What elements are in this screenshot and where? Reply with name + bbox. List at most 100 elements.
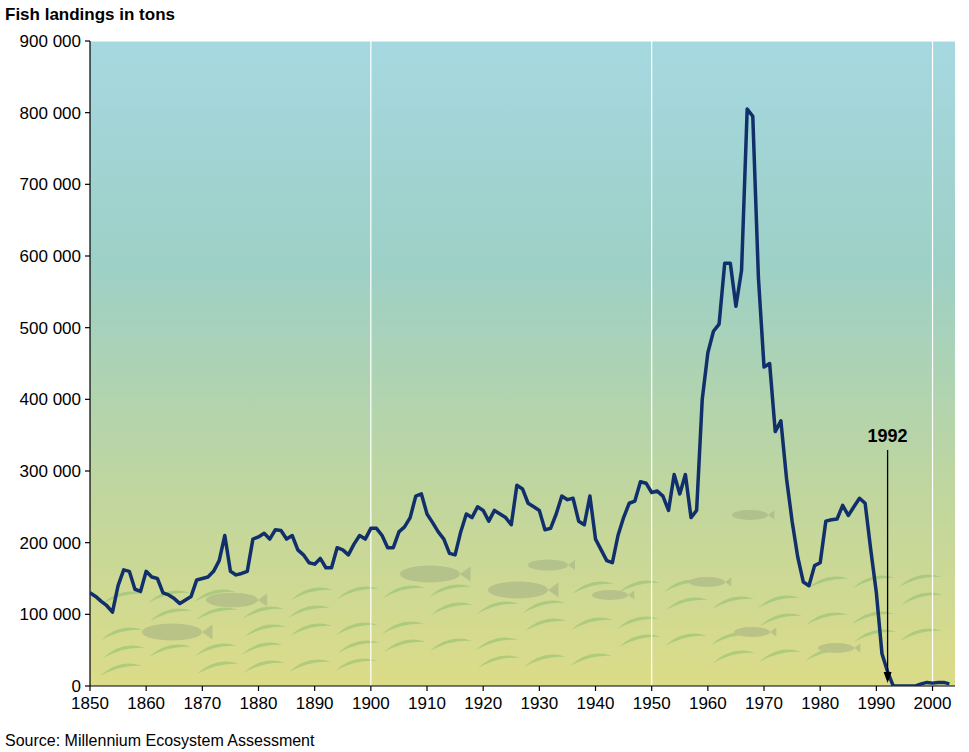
fish — [488, 582, 548, 599]
fish — [142, 624, 202, 641]
seaweed — [713, 651, 755, 663]
seaweed — [525, 619, 567, 631]
decoration — [100, 510, 943, 676]
seaweed — [807, 577, 849, 589]
seaweed — [242, 607, 284, 619]
seaweed — [197, 662, 239, 674]
seaweed — [618, 581, 660, 593]
y-tick — [85, 542, 90, 543]
fish-tail — [770, 628, 776, 637]
seaweed — [290, 624, 332, 636]
seaweed — [430, 639, 472, 651]
x-tick — [932, 686, 933, 691]
seaweed — [196, 608, 238, 620]
y-tick-label: 400 000 — [20, 390, 81, 409]
y-tick-label: 200 000 — [20, 534, 81, 553]
plot-area — [90, 109, 949, 686]
y-tick — [85, 112, 90, 113]
y-tick — [85, 685, 90, 686]
x-tick — [707, 686, 708, 691]
x-tick-label: 1980 — [801, 694, 839, 713]
y-tick-label: 100 000 — [20, 605, 81, 624]
annotation-text: 1992 — [868, 426, 908, 446]
seaweed — [523, 601, 565, 613]
seaweed — [289, 660, 331, 672]
x-tick-label: 1910 — [408, 694, 446, 713]
x-tick-label: 1860 — [127, 694, 165, 713]
x-tick — [763, 686, 764, 691]
seaweed — [901, 593, 943, 605]
x-tick-label: 2000 — [914, 694, 952, 713]
seaweed — [524, 655, 566, 667]
seaweed — [759, 650, 801, 662]
seaweed — [429, 585, 471, 597]
x-tick-label: 1920 — [464, 694, 502, 713]
data-line — [90, 109, 949, 686]
x-tick — [202, 686, 203, 691]
seaweed — [243, 661, 285, 673]
y-tick — [85, 40, 90, 41]
fish-tail — [202, 625, 213, 640]
seaweed — [241, 643, 283, 655]
fish — [528, 559, 568, 570]
fish-tail — [854, 644, 860, 653]
y-tick — [85, 470, 90, 471]
fish-tail — [548, 583, 559, 598]
seaweed — [478, 656, 520, 668]
y-tick — [85, 184, 90, 185]
fish — [818, 643, 854, 653]
chart: 0100 000200 000300 000400 000500 000600 … — [0, 0, 969, 752]
grid-line — [932, 41, 933, 686]
title: Fish landings in tons — [5, 5, 175, 24]
seaweed — [383, 586, 425, 598]
y-tick — [85, 399, 90, 400]
seaweed — [338, 641, 380, 653]
seaweed — [149, 645, 191, 657]
fish — [592, 590, 628, 600]
seaweed — [102, 592, 144, 604]
seaweed — [666, 598, 708, 610]
plot-background — [90, 41, 955, 686]
fish — [206, 593, 258, 608]
x-tick — [258, 686, 259, 691]
y-axis — [89, 41, 90, 686]
y-tick-label: 700 000 — [20, 175, 81, 194]
x-tick-label: 1850 — [71, 694, 109, 713]
x-tick-label: 1970 — [745, 694, 783, 713]
seaweed — [103, 646, 145, 658]
x-tick-label: 1930 — [520, 694, 558, 713]
x-tick-label: 1960 — [689, 694, 727, 713]
x-tick-label: 1900 — [352, 694, 390, 713]
grid-line — [370, 41, 371, 686]
seaweed — [100, 664, 142, 676]
x-tick-label: 1880 — [240, 694, 278, 713]
annotation-arrow — [887, 450, 888, 674]
fish-tail — [460, 567, 471, 582]
seaweed — [477, 602, 519, 614]
x-tick-label: 1940 — [577, 694, 615, 713]
x-tick — [539, 686, 540, 691]
seaweed — [101, 628, 143, 640]
seaweed — [244, 625, 286, 637]
fish-tail — [258, 594, 267, 607]
y-tick-label: 600 000 — [20, 247, 81, 266]
fish — [400, 566, 460, 583]
seaweed — [150, 609, 192, 621]
grid-line — [90, 40, 955, 41]
seaweed — [288, 606, 330, 618]
x-tick — [876, 686, 877, 691]
seaweed — [382, 622, 424, 634]
x-tick — [595, 686, 596, 691]
x-tick — [820, 686, 821, 691]
seaweed — [900, 629, 942, 641]
seaweed — [617, 617, 659, 629]
y-tick-label: 500 000 — [20, 319, 81, 338]
seaweed — [384, 640, 426, 652]
x-tick-label: 1890 — [296, 694, 334, 713]
x-tick-label: 1870 — [183, 694, 221, 713]
seaweed — [854, 630, 896, 642]
x-tick — [146, 686, 147, 691]
x-tick-label: 1950 — [633, 694, 671, 713]
seaweed — [665, 634, 707, 646]
seaweed — [758, 596, 800, 608]
